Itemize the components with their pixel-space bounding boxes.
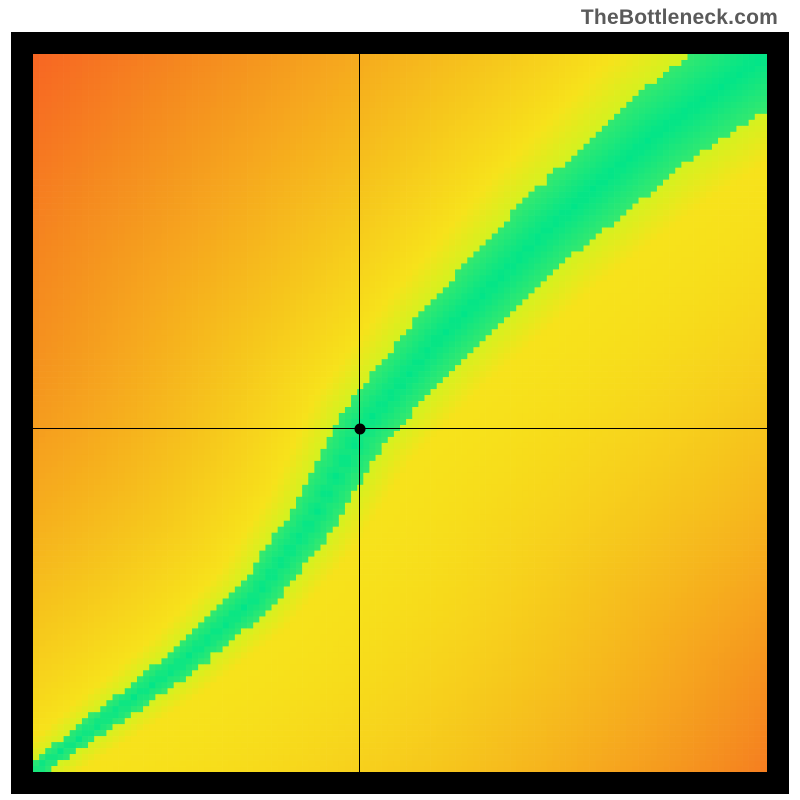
crosshair-horizontal [33,428,767,429]
frame-bottom [11,772,789,794]
crosshair-vertical [359,54,360,772]
heatmap-svg [33,54,767,772]
data-point-marker [354,423,365,434]
frame-left [11,32,33,794]
chart-container: TheBottleneck.com [0,0,800,800]
heatmap-plot [33,54,767,772]
frame-right [767,32,789,794]
frame-top [11,32,789,54]
attribution-label: TheBottleneck.com [581,6,778,30]
